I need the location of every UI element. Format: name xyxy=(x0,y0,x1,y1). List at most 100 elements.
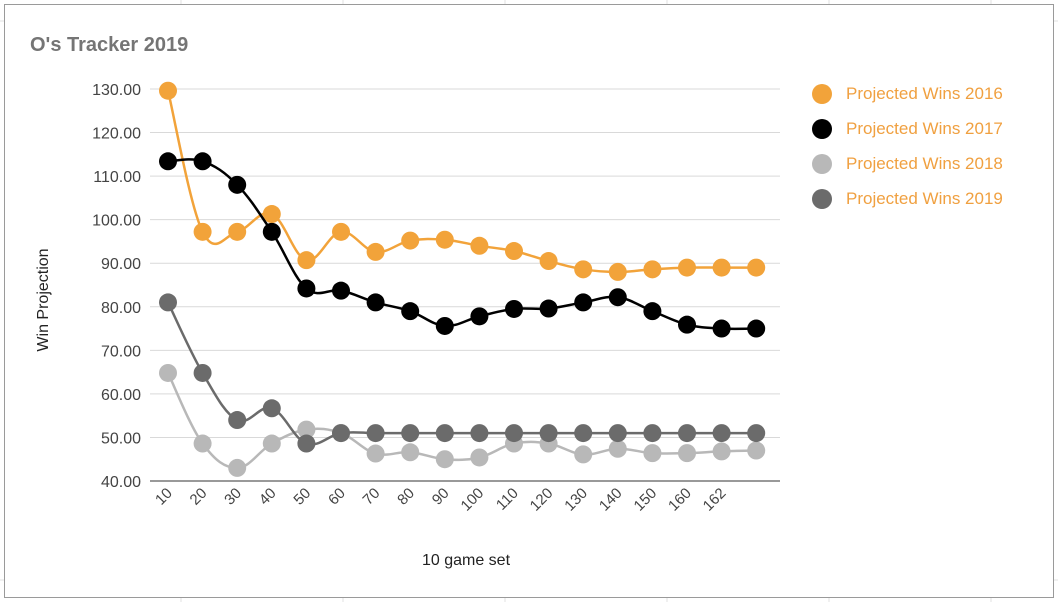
data-point xyxy=(747,424,766,443)
x-axis-title: 10 game set xyxy=(422,552,511,569)
data-point xyxy=(159,152,177,171)
legend-item[interactable]: Projected Wins 2019 xyxy=(812,181,1003,216)
data-point xyxy=(401,443,420,462)
x-tick-label: 150 xyxy=(631,485,661,515)
data-point xyxy=(643,260,662,279)
legend-marker-icon xyxy=(812,188,832,209)
data-point xyxy=(262,399,281,418)
data-point xyxy=(574,293,593,312)
data-point xyxy=(574,260,593,279)
data-point xyxy=(366,293,385,312)
legend-label: Projected Wins 2017 xyxy=(846,118,1003,138)
data-point xyxy=(159,293,177,312)
x-tick-label: 30 xyxy=(221,485,245,509)
data-point xyxy=(159,363,177,382)
chart-legend: Projected Wins 2016 Projected Wins 2017 Pr… xyxy=(812,76,1003,216)
data-point xyxy=(539,424,558,443)
y-tick-label: 120.00 xyxy=(92,126,141,143)
data-point xyxy=(366,424,385,443)
data-point xyxy=(228,458,247,477)
data-point xyxy=(262,205,281,224)
data-point xyxy=(747,441,766,460)
x-tick-label: 120 xyxy=(527,485,557,515)
data-point xyxy=(505,242,523,261)
legend-item[interactable]: Projected Wins 2016 xyxy=(812,76,1003,111)
data-point xyxy=(193,152,212,171)
legend-marker-icon xyxy=(812,153,832,174)
series-line xyxy=(166,90,757,274)
data-point xyxy=(643,424,662,443)
data-point xyxy=(366,444,385,463)
data-point xyxy=(193,222,212,241)
y-tick-label: 40.00 xyxy=(101,474,141,491)
data-point xyxy=(608,262,627,281)
legend-item[interactable]: Projected Wins 2018 xyxy=(812,146,1003,181)
data-point xyxy=(297,420,316,439)
y-tick-label: 50.00 xyxy=(101,430,141,447)
data-point xyxy=(401,424,420,443)
legend-label: Projected Wins 2016 xyxy=(846,83,1003,103)
data-point xyxy=(401,302,420,321)
x-tick-label: 40 xyxy=(256,485,280,509)
data-point xyxy=(712,424,731,443)
x-tick-label: 140 xyxy=(596,485,626,515)
data-point xyxy=(470,448,489,467)
x-tick-label: 130 xyxy=(561,485,591,515)
data-point xyxy=(539,299,558,318)
series-line xyxy=(166,372,757,470)
data-point xyxy=(712,442,731,461)
y-tick-label: 80.00 xyxy=(101,300,141,317)
x-tick-label: 70 xyxy=(360,485,384,509)
data-point xyxy=(747,258,766,277)
data-point xyxy=(435,450,454,469)
x-tick-label: 80 xyxy=(394,485,418,509)
data-point xyxy=(193,363,212,382)
legend-marker-icon xyxy=(812,118,832,139)
legend-item[interactable]: Projected Wins 2017 xyxy=(812,111,1003,146)
x-tick-label: 20 xyxy=(187,485,211,509)
y-tick-label: 100.00 xyxy=(92,213,141,230)
legend-label: Projected Wins 2019 xyxy=(846,188,1003,208)
x-tick-label: 60 xyxy=(325,485,349,509)
legend-label: Projected Wins 2018 xyxy=(846,153,1003,173)
data-point xyxy=(678,315,696,334)
data-point xyxy=(228,175,247,194)
data-point xyxy=(159,81,177,100)
data-point xyxy=(228,222,247,241)
x-tick-label: 162 xyxy=(700,485,730,515)
data-point xyxy=(747,319,766,338)
data-point xyxy=(435,424,454,443)
data-point xyxy=(297,279,316,298)
y-tick-label: 90.00 xyxy=(101,256,141,273)
x-tick-label: 50 xyxy=(290,485,314,509)
data-point xyxy=(470,236,489,255)
data-point xyxy=(435,316,454,335)
data-point xyxy=(297,434,316,453)
y-tick-label: 60.00 xyxy=(101,387,141,404)
data-point xyxy=(332,281,350,300)
data-point xyxy=(470,307,489,326)
x-tick-label: 10 xyxy=(152,485,176,509)
data-point xyxy=(678,258,696,277)
x-tick-label: 100 xyxy=(458,485,488,515)
data-point xyxy=(539,252,558,271)
data-point xyxy=(332,424,350,443)
data-point xyxy=(608,288,627,307)
data-point xyxy=(608,439,627,458)
x-tick-label: 90 xyxy=(429,485,453,509)
data-point xyxy=(678,424,696,443)
data-point xyxy=(712,258,731,277)
data-point xyxy=(608,424,627,443)
data-point xyxy=(435,230,454,249)
data-point xyxy=(712,319,731,338)
data-point xyxy=(228,411,247,430)
y-axis-title: Win Projection xyxy=(35,248,52,351)
data-point xyxy=(574,445,593,464)
chart-container[interactable] xyxy=(4,4,1054,598)
data-point xyxy=(643,302,662,321)
y-tick-label: 110.00 xyxy=(93,169,141,186)
data-point xyxy=(366,242,385,261)
data-point xyxy=(262,222,281,241)
data-point xyxy=(574,424,593,443)
